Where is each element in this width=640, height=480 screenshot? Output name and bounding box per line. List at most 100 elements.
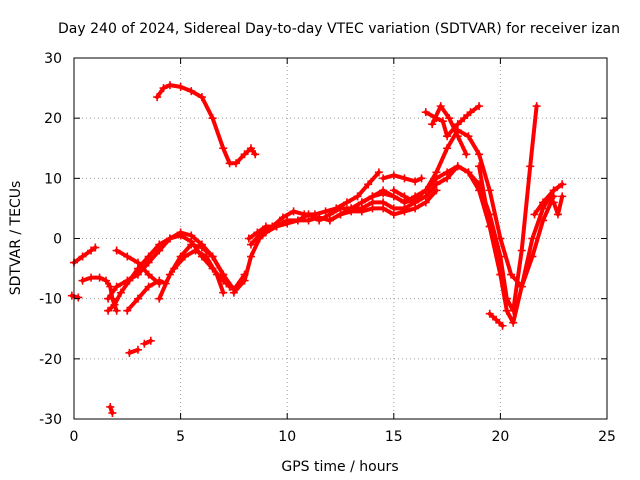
data-point bbox=[197, 93, 206, 102]
data-point bbox=[558, 192, 567, 201]
data-point bbox=[95, 273, 104, 282]
x-axis-label: GPS time / hours bbox=[281, 459, 398, 475]
data-point bbox=[357, 207, 366, 216]
data-point bbox=[187, 87, 196, 96]
data-point bbox=[110, 300, 119, 309]
data-point bbox=[87, 246, 96, 255]
data-point bbox=[357, 198, 366, 207]
data-point bbox=[549, 186, 558, 195]
data-point bbox=[78, 252, 87, 261]
series-arc-24 bbox=[485, 309, 507, 330]
data-point bbox=[539, 216, 548, 225]
data-point bbox=[165, 81, 174, 90]
data-point bbox=[197, 243, 206, 252]
data-point bbox=[101, 276, 110, 285]
series-arc-12 bbox=[170, 246, 228, 297]
data-point bbox=[244, 234, 253, 243]
data-point bbox=[106, 402, 115, 411]
data-point bbox=[509, 318, 518, 327]
data-point bbox=[443, 144, 452, 153]
data-point bbox=[202, 252, 211, 261]
data-point bbox=[436, 102, 445, 111]
data-point bbox=[155, 246, 164, 255]
data-point bbox=[549, 198, 558, 207]
data-point bbox=[289, 207, 298, 216]
data-point bbox=[374, 168, 383, 177]
series-line bbox=[72, 245, 98, 265]
data-point bbox=[140, 339, 149, 348]
data-point bbox=[460, 114, 469, 123]
data-point bbox=[219, 288, 228, 297]
series-arc-9 bbox=[106, 402, 117, 417]
data-point bbox=[155, 276, 164, 285]
data-point bbox=[246, 240, 255, 249]
data-point bbox=[257, 228, 266, 237]
series-arc-1 bbox=[67, 291, 83, 302]
data-point bbox=[485, 309, 494, 318]
series-arc-19 bbox=[379, 171, 426, 186]
data-point bbox=[443, 174, 452, 183]
data-point bbox=[87, 273, 96, 282]
data-point bbox=[539, 198, 548, 207]
series-arc-26 bbox=[549, 192, 567, 219]
data-point bbox=[507, 270, 516, 279]
data-point bbox=[475, 102, 484, 111]
data-point bbox=[125, 348, 134, 357]
data-point bbox=[485, 222, 494, 231]
x-tick-label: 0 bbox=[70, 429, 79, 445]
data-point bbox=[528, 234, 537, 243]
data-point bbox=[91, 243, 100, 252]
y-tick-label: 10 bbox=[44, 171, 62, 187]
data-point bbox=[364, 180, 373, 189]
data-point bbox=[558, 180, 567, 189]
data-point bbox=[153, 93, 162, 102]
data-point bbox=[112, 282, 121, 291]
data-point bbox=[108, 408, 117, 417]
data-point bbox=[278, 213, 287, 222]
data-point bbox=[389, 210, 398, 219]
data-point bbox=[445, 114, 454, 123]
data-point bbox=[112, 246, 121, 255]
data-point bbox=[532, 102, 541, 111]
data-point bbox=[144, 282, 153, 291]
data-point bbox=[180, 252, 189, 261]
data-point bbox=[165, 270, 174, 279]
data-point bbox=[553, 210, 562, 219]
data-point bbox=[144, 270, 153, 279]
series-arc-7 bbox=[125, 345, 142, 357]
data-point bbox=[379, 204, 388, 213]
data-point bbox=[300, 210, 309, 219]
data-point bbox=[466, 108, 475, 117]
data-point bbox=[462, 150, 471, 159]
data-point bbox=[347, 204, 356, 213]
data-point bbox=[240, 276, 249, 285]
data-point bbox=[332, 204, 341, 213]
data-point bbox=[432, 180, 441, 189]
data-point bbox=[342, 198, 351, 207]
x-tick-label: 25 bbox=[598, 429, 616, 445]
data-point bbox=[123, 306, 132, 315]
y-tick-label: 30 bbox=[44, 51, 62, 67]
data-point bbox=[176, 82, 185, 91]
y-tick-label: 0 bbox=[53, 232, 62, 248]
data-point bbox=[389, 186, 398, 195]
data-point bbox=[67, 291, 76, 300]
data-point bbox=[389, 171, 398, 180]
data-point bbox=[304, 216, 313, 225]
data-point bbox=[517, 246, 526, 255]
data-point bbox=[453, 132, 462, 141]
data-point bbox=[191, 246, 200, 255]
data-point bbox=[496, 270, 505, 279]
data-point bbox=[325, 216, 334, 225]
data-point bbox=[283, 219, 292, 228]
data-point bbox=[246, 252, 255, 261]
data-point bbox=[219, 144, 228, 153]
data-point bbox=[104, 306, 113, 315]
data-point bbox=[310, 210, 319, 219]
series-line bbox=[532, 182, 565, 217]
data-point bbox=[438, 117, 447, 126]
data-point bbox=[133, 258, 142, 267]
data-point bbox=[104, 294, 113, 303]
